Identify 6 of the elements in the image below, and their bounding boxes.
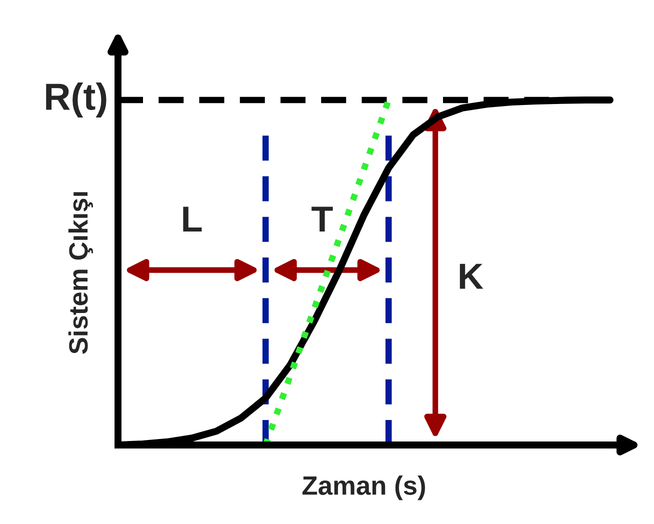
annotation: L	[183, 206, 202, 232]
ref-line-label: R(t)	[46, 82, 106, 118]
annotation: T	[312, 206, 333, 232]
annotation: K	[460, 264, 484, 289]
x-axis-title: Zaman (s)	[302, 476, 426, 500]
y-axis-title: Sistem Çıkışı	[68, 192, 93, 354]
